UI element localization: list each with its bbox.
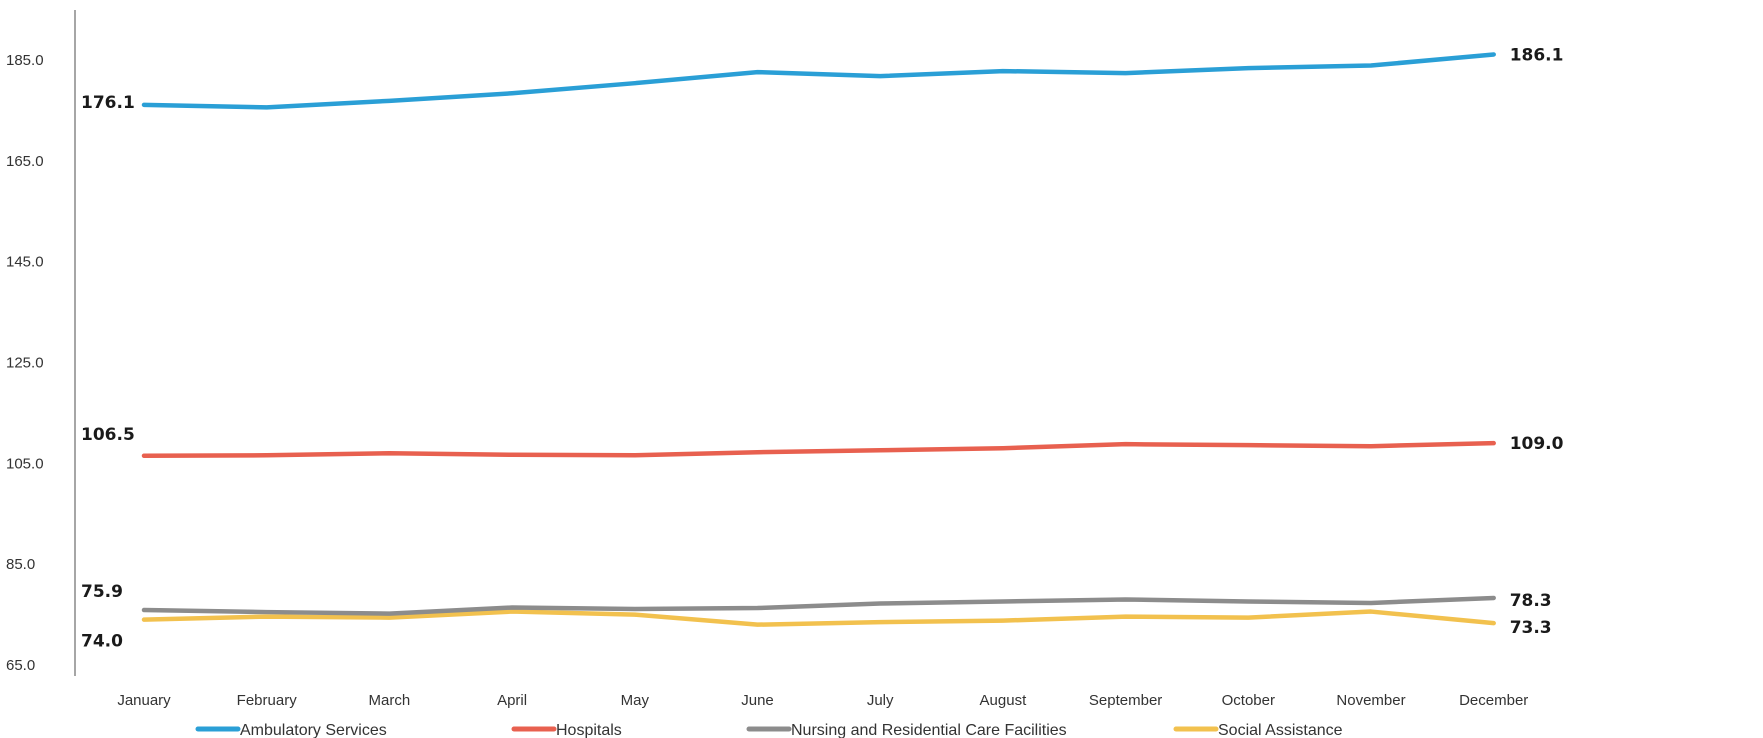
x-tick-label: January [117,692,171,709]
data-point [756,70,759,74]
legend-label: Hospitals [556,722,622,738]
data-label-end: 73.3 [1510,618,1552,638]
y-axis-ticks: 185.0 165.0 145.0 125.0 105.0 85.0 65.0 [6,52,44,674]
data-point [142,618,146,622]
data-labels: 176.1 186.1 106.5 109.0 75.9 78.3 74.0 73.3 [81,45,1564,651]
data-point [1246,66,1250,70]
data-point [1246,599,1250,603]
data-point [1492,596,1496,600]
data-point [1369,601,1373,605]
data-point [1124,442,1128,446]
data-point [1001,599,1005,603]
data-point [1492,52,1496,56]
data-point [1124,71,1128,75]
series-line [141,609,1496,627]
x-tick-label: April [497,692,527,709]
series-line [141,52,1496,110]
data-label-start: 176.1 [81,93,135,113]
data-point [878,620,882,624]
data-label-end: 186.1 [1510,45,1564,65]
legend-label: Nursing and Residential Care Facilities [791,722,1067,738]
data-point [387,612,391,616]
data-point [633,613,637,617]
data-point [633,81,637,85]
y-tick-label: 125.0 [6,355,44,372]
legend-label: Ambulatory Services [240,722,387,738]
x-tick-label: November [1336,692,1405,709]
data-point [878,448,882,452]
data-point [1369,610,1373,614]
data-point [633,453,637,457]
legend-label: Social Assistance [1218,722,1343,738]
data-label-end: 78.3 [1510,591,1552,611]
data-point [265,453,269,457]
data-point [265,615,269,619]
data-point [510,453,514,457]
data-point [1001,69,1005,73]
series-line [141,440,1496,459]
data-point [1492,621,1496,625]
x-tick-label: June [741,692,774,709]
data-point [633,607,637,611]
x-tick-label: December [1459,692,1528,709]
y-tick-label: 185.0 [6,52,44,69]
data-point [756,450,759,454]
y-tick-label: 145.0 [6,254,44,271]
data-point [756,623,759,627]
data-point [1369,444,1373,448]
x-tick-label: August [980,692,1028,709]
x-tick-label: March [369,692,411,709]
data-label-start: 74.0 [81,632,123,652]
legend: Ambulatory Services Hospitals Nursing and … [195,722,1343,738]
data-point [142,608,146,612]
x-tick-label: September [1089,692,1162,709]
data-point [878,74,882,78]
data-point [1124,615,1128,619]
data-point [1246,443,1250,447]
data-point [510,91,514,95]
data-point [1001,446,1005,450]
x-tick-label: October [1222,692,1275,709]
data-point [756,606,759,610]
data-point [1001,619,1005,623]
data-point [1246,616,1250,620]
data-point [1369,64,1373,68]
data-point [1492,441,1496,445]
x-axis-ticks: January February March April May June July Augu… [117,692,1528,709]
series-group [141,52,1496,627]
y-tick-label: 65.0 [6,657,35,674]
data-point [265,105,269,109]
data-point [878,601,882,605]
series-line [141,595,1496,616]
y-tick-label: 105.0 [6,455,44,472]
y-tick-label: 165.0 [6,153,44,170]
data-point [1124,597,1128,601]
data-point [387,99,391,103]
x-tick-label: February [237,692,298,709]
data-point [387,451,391,455]
data-label-start: 106.5 [81,425,135,445]
data-point [387,616,391,620]
data-point [510,610,514,614]
y-tick-label: 85.0 [6,556,35,573]
x-tick-label: July [867,692,894,709]
data-point [142,454,146,458]
data-point [265,610,269,614]
x-tick-label: May [621,692,650,709]
data-point [510,606,514,610]
data-label-start: 75.9 [81,582,123,602]
data-point [142,103,146,107]
data-label-end: 109.0 [1510,434,1564,454]
